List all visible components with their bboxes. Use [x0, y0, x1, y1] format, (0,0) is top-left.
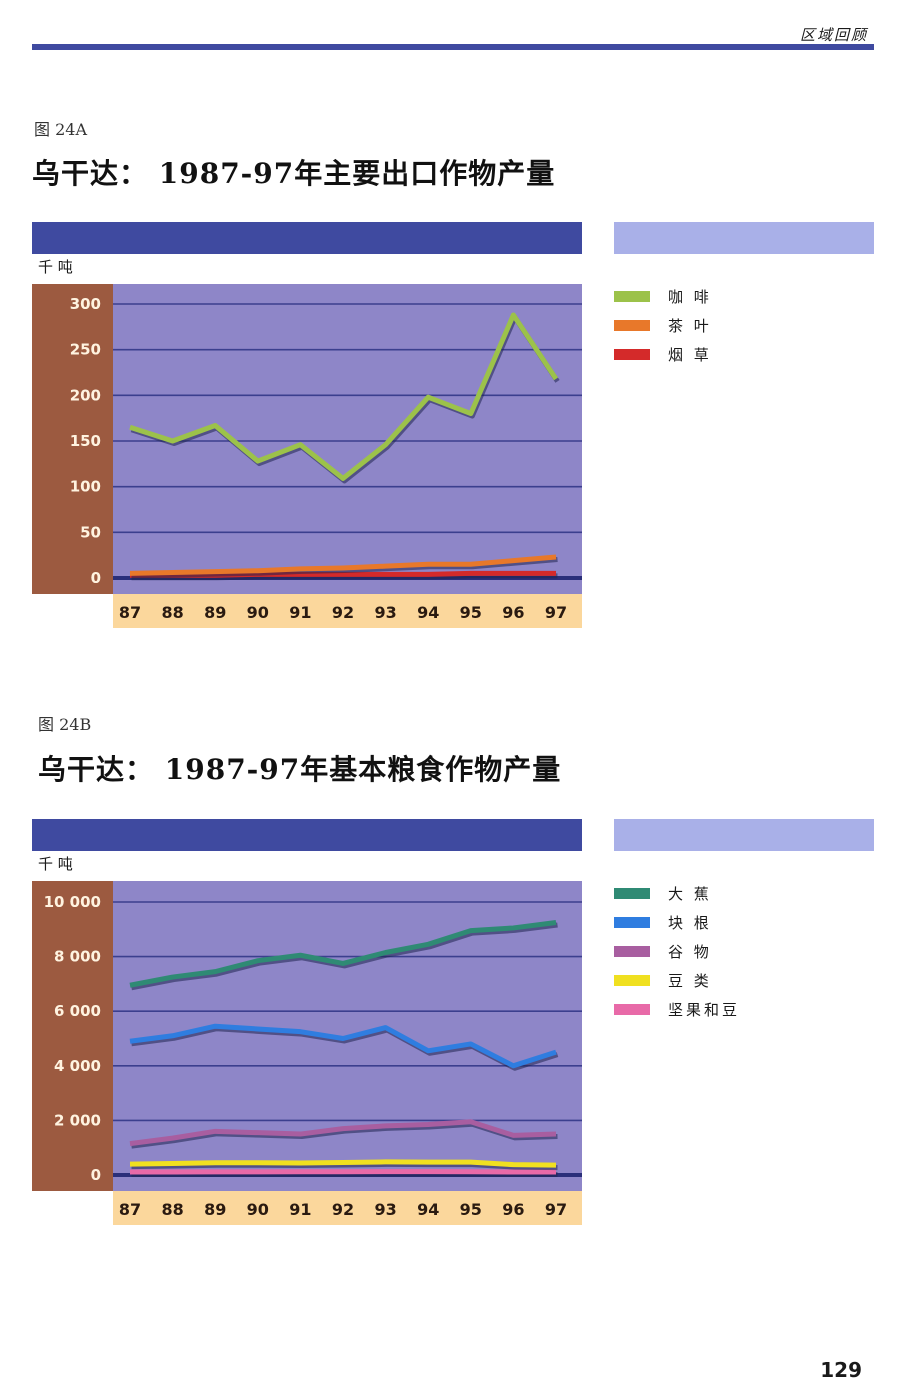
y-axis-panel: [32, 284, 113, 594]
y-tick-label: 50: [80, 523, 101, 541]
x-tick-label: 90: [247, 603, 269, 622]
legend-item: 茶 叶: [614, 311, 712, 340]
legend-swatch: [614, 975, 650, 986]
legend-label: 烟 草: [668, 346, 712, 364]
chart-a-legend: 咖 啡茶 叶烟 草: [614, 282, 712, 369]
chart-panel-a: 千 吨 0 50 100 150 200 250 300 87 88 89 90 91 92 93 94 95…: [0, 222, 900, 652]
legend-swatch: [614, 349, 650, 360]
y-tick-label: 10 000: [44, 893, 101, 911]
x-tick-label: 92: [332, 1200, 354, 1219]
figure-b-title: 乌干达： 1987-97年基本粮食作物产量: [38, 753, 562, 786]
series-shadow: [131, 557, 558, 579]
legend-label: 坚果和豆: [668, 1001, 741, 1019]
chart-b-legend: 大 蕉块 根谷 物豆 类坚果和豆: [614, 879, 740, 1024]
legend-label: 咖 啡: [668, 288, 712, 306]
legend-label: 块 根: [668, 914, 712, 932]
x-tick-label: 89: [204, 1200, 226, 1219]
header-section-title: 区域回顾: [799, 26, 868, 44]
x-tick-label: 90: [247, 1200, 269, 1219]
header-rule: [32, 44, 874, 50]
legend-label: 豆 类: [668, 972, 712, 990]
chart-panel-b: 千 吨 0 2 000 4 000 6 000 8 000 10 000 87 88 89 90 9…: [0, 819, 900, 1249]
x-tick-label: 93: [374, 603, 396, 622]
series-shadow: [131, 922, 558, 991]
y-tick-label: 150: [70, 432, 101, 450]
legend-label: 谷 物: [668, 943, 712, 961]
legend-label: 茶 叶: [668, 317, 712, 335]
legend-item: 烟 草: [614, 340, 712, 369]
chart-b-plot: 0 2 000 4 000 6 000 8 000 10 000 87 88 89 90 91 92 9…: [32, 881, 582, 1225]
legend-swatch: [614, 320, 650, 331]
figure-b-label: 图 24B: [38, 715, 92, 734]
x-tick-label: 93: [374, 1200, 396, 1219]
y-tick-label: 8 000: [54, 948, 101, 966]
x-tick-label: 91: [289, 1200, 311, 1219]
chart-b-unit-label: 千 吨: [38, 855, 73, 873]
x-tick-label: 91: [289, 603, 311, 622]
figure-a-label: 图 24A: [34, 120, 88, 139]
legend-b-header-bar: [614, 819, 874, 851]
x-tick-label: 96: [502, 1200, 524, 1219]
x-tick-label: 92: [332, 603, 354, 622]
y-tick-label: 2 000: [54, 1111, 101, 1129]
chart-a-unit-label: 千 吨: [38, 258, 73, 276]
chart-a-header-bar: [32, 222, 582, 254]
legend-swatch: [614, 917, 650, 928]
legend-swatch: [614, 946, 650, 957]
y-tick-label: 200: [70, 386, 101, 404]
x-tick-label: 94: [417, 1200, 439, 1219]
page-number: 129: [820, 1358, 862, 1382]
x-tick-label: 88: [161, 603, 183, 622]
legend-label: 大 蕉: [668, 885, 712, 903]
x-tick-label: 97: [545, 1200, 567, 1219]
legend-item: 大 蕉: [614, 879, 740, 908]
x-tick-label: 94: [417, 603, 439, 622]
y-tick-label: 250: [70, 341, 101, 359]
x-tick-label: 95: [460, 603, 482, 622]
x-axis-band: [113, 594, 582, 628]
x-tick-label: 97: [545, 603, 567, 622]
legend-item: 块 根: [614, 908, 740, 937]
legend-item: 豆 类: [614, 966, 740, 995]
y-tick-label: 300: [70, 295, 101, 313]
y-tick-label: 0: [91, 569, 101, 587]
y-axis-panel: [32, 881, 113, 1191]
legend-item: 坚果和豆: [614, 995, 740, 1024]
x-tick-label: 87: [119, 603, 141, 622]
chart-b-header-bar: [32, 819, 582, 851]
chart-a-plot: 0 50 100 150 200 250 300 87 88 89 90 91 92 93 94 95 96 97: [32, 284, 582, 628]
legend-swatch: [614, 888, 650, 899]
legend-swatch: [614, 1004, 650, 1015]
y-tick-label: 100: [70, 478, 101, 496]
x-tick-label: 87: [119, 1200, 141, 1219]
x-axis-band: [113, 1191, 582, 1225]
figure-a-title: 乌干达： 1987-97年主要出口作物产量: [32, 157, 556, 190]
y-tick-label: 6 000: [54, 1002, 101, 1020]
legend-item: 咖 啡: [614, 282, 712, 311]
y-tick-label: 4 000: [54, 1057, 101, 1075]
x-tick-label: 88: [161, 1200, 183, 1219]
y-tick-label: 0: [91, 1166, 101, 1184]
legend-item: 谷 物: [614, 937, 740, 966]
x-tick-label: 96: [502, 603, 524, 622]
x-tick-label: 95: [460, 1200, 482, 1219]
legend-swatch: [614, 291, 650, 302]
x-tick-label: 89: [204, 603, 226, 622]
legend-a-header-bar: [614, 222, 874, 254]
